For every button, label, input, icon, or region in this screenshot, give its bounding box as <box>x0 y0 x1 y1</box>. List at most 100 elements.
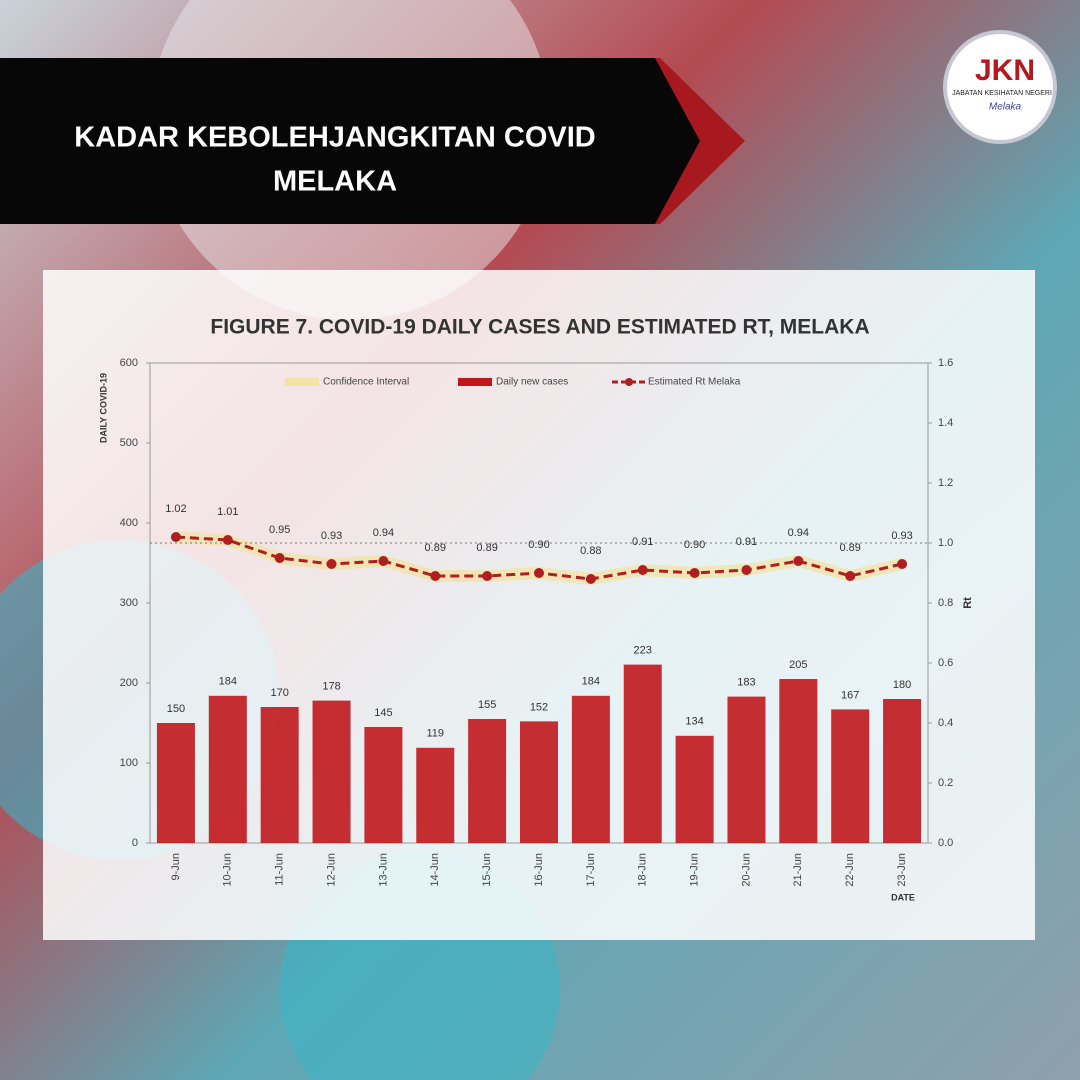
logo-state: Melaka <box>989 102 1022 113</box>
x-tick-label: 18-Jun <box>637 853 649 887</box>
y-tick-label: 400 <box>120 517 138 529</box>
bar-value-label: 183 <box>737 677 755 689</box>
rt-value-label: 1.02 <box>165 503 186 515</box>
rt-value-label: 0.94 <box>788 527 809 539</box>
rt-point <box>274 553 285 563</box>
rt-value-label: 0.94 <box>373 527 394 539</box>
banner-title: MELAKA <box>273 166 397 198</box>
y-tick-label: 0 <box>132 837 138 849</box>
y-tick-label: 600 <box>120 357 138 369</box>
y2-tick-label: 1.4 <box>938 417 953 429</box>
rt-point <box>222 535 233 545</box>
legend-label: Estimated Rt Melaka <box>648 377 741 388</box>
bar <box>727 696 766 843</box>
bar <box>156 723 195 843</box>
x-tick-label: 14-Jun <box>429 853 441 887</box>
bar-value-label: 184 <box>219 676 237 688</box>
rt-value-label: 0.91 <box>632 536 653 548</box>
bar <box>571 695 610 843</box>
rt-value-label: 0.89 <box>425 542 446 554</box>
y2-axis-label: Rt <box>962 597 974 609</box>
y-tick-label: 200 <box>120 677 138 689</box>
bar <box>520 721 558 843</box>
y2-tick-label: 0.6 <box>938 657 953 669</box>
bar-value-label: 178 <box>322 681 340 693</box>
bar-value-label: 170 <box>270 687 288 699</box>
x-axis-label: DATE <box>891 892 915 902</box>
x-tick-label: 21-Jun <box>792 853 804 887</box>
rt-value-label: 1.01 <box>217 506 238 518</box>
logo-org: JABATAN KESIHATAN NEGERI <box>952 90 1052 97</box>
bar <box>260 707 299 843</box>
bar-value-label: 155 <box>478 699 496 711</box>
y-tick-label: 100 <box>120 757 138 769</box>
x-tick-label: 20-Jun <box>740 853 752 887</box>
legend-swatch <box>285 378 319 386</box>
x-tick-label: 17-Jun <box>585 853 597 887</box>
rt-value-label: 0.90 <box>528 539 549 551</box>
rt-point <box>430 571 441 581</box>
y-axis-label: DAILY COVID-19 <box>98 373 108 443</box>
legend-swatch <box>625 378 633 386</box>
bar-value-label: 167 <box>841 689 859 701</box>
bar <box>312 700 351 843</box>
x-tick-label: 23-Jun <box>896 853 908 887</box>
y2-tick-label: 0.8 <box>938 597 953 609</box>
x-tick-label: 15-Jun <box>481 853 493 887</box>
rt-point <box>482 571 493 581</box>
x-tick-label: 19-Jun <box>689 853 701 887</box>
rt-value-label: 0.88 <box>580 545 601 557</box>
y2-tick-label: 1.6 <box>938 357 953 369</box>
legend-label: Daily new cases <box>496 377 568 388</box>
rt-point <box>845 571 856 581</box>
bar-value-label: 205 <box>789 659 807 671</box>
bar <box>364 727 403 843</box>
bar <box>416 747 455 843</box>
bar <box>468 719 507 843</box>
y2-tick-label: 1.2 <box>938 477 953 489</box>
bar <box>208 695 247 843</box>
y2-tick-label: 0.0 <box>938 837 953 849</box>
y2-tick-label: 0.4 <box>938 717 953 729</box>
bar <box>831 709 870 843</box>
bar-value-label: 150 <box>167 703 185 715</box>
bar <box>779 679 818 843</box>
x-tick-label: 11-Jun <box>274 853 286 886</box>
bar <box>623 664 662 843</box>
rt-point <box>793 556 804 566</box>
rt-value-label: 0.93 <box>321 530 342 542</box>
rt-point <box>689 568 700 578</box>
y2-tick-label: 1.0 <box>938 537 953 549</box>
legend-swatch <box>458 378 492 386</box>
bar <box>675 735 714 843</box>
x-tick-label: 10-Jun <box>222 853 234 887</box>
banner <box>0 58 700 224</box>
bar-value-label: 119 <box>426 728 444 740</box>
rt-point <box>897 559 908 569</box>
rt-point <box>534 568 544 578</box>
rt-point <box>326 559 337 569</box>
legend-label: Confidence Interval <box>323 377 409 388</box>
rt-value-label: 0.95 <box>269 524 290 536</box>
x-tick-label: 9-Jun <box>170 853 182 881</box>
rt-point <box>585 574 596 584</box>
banner-title: KADAR KEBOLEHJANGKITAN COVID <box>74 122 595 154</box>
y-tick-label: 500 <box>120 437 138 449</box>
rt-value-label: 0.93 <box>891 530 912 542</box>
bar <box>883 699 922 843</box>
logo <box>943 30 1057 144</box>
y2-tick-label: 0.2 <box>938 777 953 789</box>
x-tick-label: 13-Jun <box>377 853 389 887</box>
rt-point <box>170 532 181 542</box>
bar-value-label: 223 <box>634 645 652 657</box>
rt-point <box>378 556 389 566</box>
rt-value-label: 0.89 <box>839 542 860 554</box>
bar-value-label: 152 <box>530 701 548 713</box>
bar-value-label: 180 <box>893 679 911 691</box>
bar-value-label: 134 <box>685 716 703 728</box>
rt-value-label: 0.91 <box>736 536 757 548</box>
bar-value-label: 145 <box>374 707 392 719</box>
x-tick-label: 12-Jun <box>325 853 337 887</box>
